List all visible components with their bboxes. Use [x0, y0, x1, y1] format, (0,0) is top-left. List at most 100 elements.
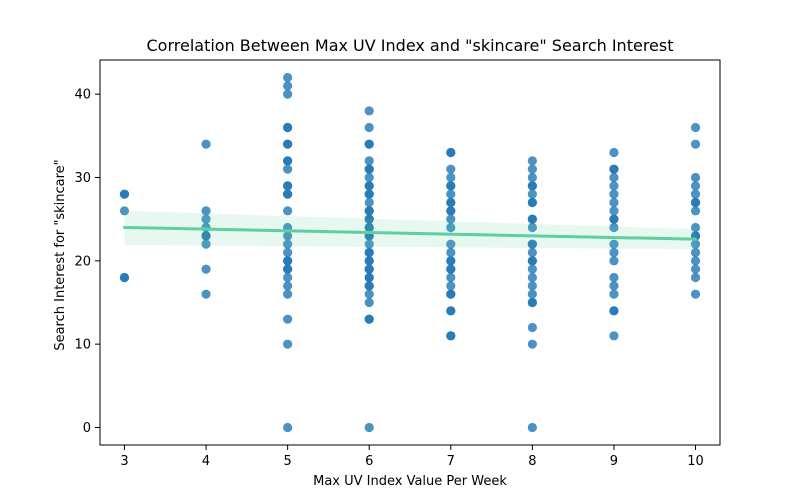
scatter-point [283, 239, 293, 249]
scatter-point [283, 339, 293, 349]
scatter-point [446, 164, 456, 174]
scatter-point [201, 239, 211, 249]
scatter-point [364, 181, 374, 191]
scatter-point [527, 239, 537, 249]
scatter-point [609, 239, 619, 249]
scatter-point [527, 297, 537, 308]
scatter-point [283, 247, 293, 258]
scatter-point [283, 231, 293, 241]
scatter-point [609, 164, 619, 174]
scatter-point [364, 214, 374, 224]
scatter-point [527, 247, 537, 258]
scatter-point [690, 206, 701, 216]
scatter-point [201, 231, 211, 241]
scatter-point [527, 289, 537, 299]
scatter-point [527, 339, 537, 349]
x-tick-label: 5 [283, 454, 291, 469]
scatter-point [527, 156, 537, 166]
scatter-point [283, 81, 293, 91]
scatter-point [527, 256, 537, 266]
scatter-point [283, 272, 293, 283]
scatter-point [283, 89, 293, 99]
scatter-point [690, 256, 701, 266]
scatter-point [609, 331, 619, 341]
scatter-point [446, 222, 456, 233]
scatter-point [609, 181, 619, 191]
x-tick-label: 8 [528, 454, 536, 469]
x-axis: 3 4 5 6 7 8 9 10 [120, 445, 704, 469]
x-tick-label: 10 [687, 454, 704, 469]
scatter-point [527, 214, 537, 224]
scatter-point [690, 289, 701, 299]
y-axis: 0 10 20 30 40 [74, 88, 100, 436]
scatter-point [283, 422, 293, 433]
scatter-point [527, 322, 537, 333]
scatter-point [527, 164, 537, 174]
scatter-point [364, 247, 374, 258]
scatter-point [609, 256, 619, 266]
scatter-point [690, 189, 701, 199]
scatter-point [609, 214, 619, 224]
scatter-point [283, 122, 293, 133]
scatter-point [364, 122, 374, 133]
scatter-point [527, 222, 537, 233]
y-tick-label: 20 [74, 254, 91, 269]
scatter-point [364, 272, 374, 283]
scatter-point [446, 247, 456, 258]
confidence-band [124, 210, 696, 250]
scatter-point [609, 189, 619, 199]
scatter-point [446, 264, 456, 274]
scatter-point [119, 206, 130, 216]
scatter-point [609, 147, 619, 158]
scatter-point [201, 214, 211, 224]
scatter-point [690, 122, 701, 133]
scatter-point [527, 264, 537, 274]
scatter-point [446, 281, 456, 291]
y-tick-label: 40 [74, 88, 91, 103]
scatter-point [609, 281, 619, 291]
scatter-point [690, 264, 701, 274]
scatter-point [609, 222, 619, 233]
scatter-point [446, 206, 456, 216]
scatter-point [690, 172, 701, 183]
scatter-point [446, 189, 456, 199]
scatter-point [609, 306, 619, 316]
scatter-point [609, 197, 619, 208]
scatter-point [364, 289, 374, 299]
scatter-point [283, 256, 293, 266]
scatter-point [283, 289, 293, 299]
scatter-point [690, 247, 701, 258]
scatter-point [527, 422, 537, 433]
scatter-point [527, 281, 537, 291]
scatter-point [527, 172, 537, 183]
scatter-point [527, 181, 537, 191]
x-tick-label: 7 [447, 454, 455, 469]
scatter-point [283, 281, 293, 291]
scatter-point [446, 239, 456, 249]
scatter-point [446, 256, 456, 266]
scatter-point [446, 289, 456, 299]
y-axis-label: Search Interest for "skincare" [53, 159, 68, 350]
scatter-point [364, 314, 374, 324]
scatter-point [283, 72, 293, 83]
scatter-point [690, 239, 701, 249]
scatter-point [609, 289, 619, 299]
scatter-point [364, 256, 374, 266]
scatter-point [690, 222, 701, 233]
scatter-point [283, 206, 293, 216]
scatter-point [690, 139, 701, 149]
scatter-point [119, 189, 130, 199]
regression-line [122, 226, 698, 241]
scatter-point [364, 297, 374, 308]
scatter-point [446, 272, 456, 283]
scatter-point [283, 164, 293, 174]
scatter-point [364, 422, 374, 433]
y-tick-label: 30 [74, 171, 91, 186]
scatter-point [201, 139, 211, 149]
x-tick-label: 4 [202, 454, 210, 469]
x-tick-label: 9 [610, 454, 618, 469]
scatter-point [283, 156, 293, 166]
scatter-point [446, 172, 456, 183]
scatter-point [283, 314, 293, 324]
